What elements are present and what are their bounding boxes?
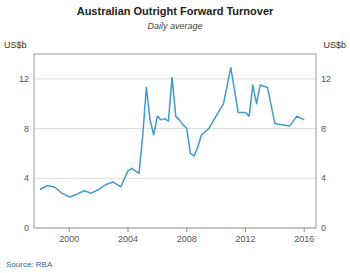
y2-axis-label: US$b [323, 40, 346, 50]
x-tick-label: 2016 [294, 234, 314, 244]
x-tick [245, 228, 246, 232]
y2-tick-label: 12 [321, 74, 331, 84]
grid-line [34, 128, 316, 129]
grid-line [34, 78, 316, 79]
x-tick [304, 228, 305, 232]
x-tick [69, 228, 70, 232]
y-tick-label: 12 [19, 74, 29, 84]
x-tick [186, 228, 187, 232]
chart: Australian Outright Forward Turnover Dail… [0, 0, 350, 273]
y-tick-label: 4 [24, 173, 29, 183]
grid-line [34, 178, 316, 179]
x-tick-label: 2008 [177, 234, 197, 244]
y-axis-label: US$b [4, 40, 27, 50]
y2-tick-label: 4 [321, 173, 326, 183]
x-tick-label: 2004 [118, 234, 138, 244]
x-tick [128, 228, 129, 232]
y2-tick-label: 8 [321, 124, 326, 134]
plot-frame [34, 54, 316, 228]
line [40, 68, 304, 197]
x-tick-label: 2000 [59, 234, 79, 244]
source-note: Source: RBA [6, 260, 53, 269]
y-tick-label: 0 [24, 223, 29, 233]
y-tick-label: 8 [24, 124, 29, 134]
subtitle: Daily average [147, 21, 202, 31]
title: Australian Outright Forward Turnover [77, 5, 274, 17]
plot-area [40, 68, 304, 197]
y2-tick-label: 0 [321, 223, 326, 233]
x-tick-label: 2012 [235, 234, 255, 244]
